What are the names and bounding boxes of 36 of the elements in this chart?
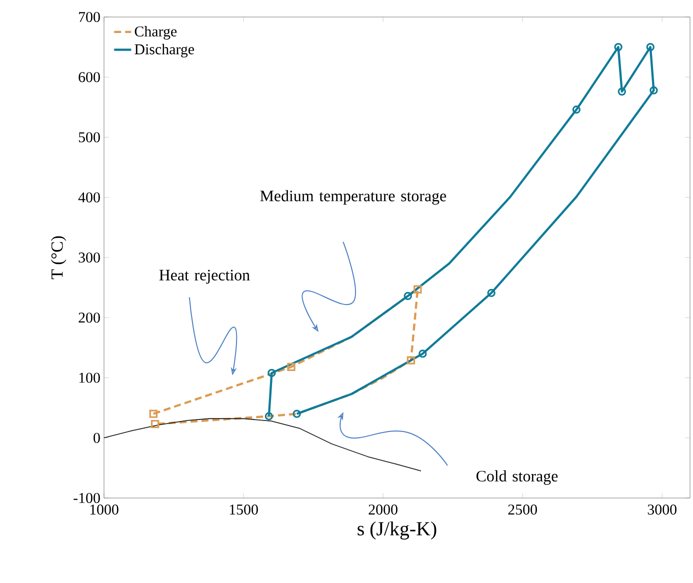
point <box>414 285 422 294</box>
point <box>268 368 276 378</box>
point <box>406 356 416 364</box>
x-tick-label: 2000 <box>368 504 398 515</box>
y-tick-label: 100 <box>79 372 100 383</box>
line-series <box>104 418 422 472</box>
point <box>572 106 581 114</box>
point <box>487 288 496 298</box>
point <box>287 362 296 372</box>
x-tick-label: 1000 <box>90 504 118 515</box>
legend-label: Discharge <box>134 44 194 58</box>
y-tick-label: 700 <box>79 12 100 22</box>
point <box>646 42 654 52</box>
y-axis-title: T (°C) <box>50 236 66 280</box>
y-tick-label: 0 <box>94 432 100 443</box>
point <box>614 42 622 52</box>
y-tick-label: 500 <box>78 132 100 142</box>
point <box>404 292 412 300</box>
point <box>149 410 158 418</box>
x-tick-label: 2500 <box>508 504 537 515</box>
y-tick-label: -100 <box>74 492 100 504</box>
point <box>650 86 658 94</box>
x-tick-label: 1500 <box>230 504 258 515</box>
y-tick-label: 400 <box>78 192 100 202</box>
annotation: Cold storage <box>476 470 558 485</box>
annotation: Medium temperature storage <box>260 190 446 205</box>
y-tick-label: 300 <box>78 252 100 263</box>
y-tick-label: 600 <box>78 72 100 82</box>
point <box>618 87 626 96</box>
y-tick-label: 200 <box>78 312 100 323</box>
x-axis-title: s (J/kg-K) <box>358 521 436 540</box>
legend-label: Charge <box>134 26 177 40</box>
x-tick-label: 3000 <box>648 504 676 515</box>
point <box>150 420 160 428</box>
point <box>418 350 427 358</box>
annotation: Heat rejection <box>159 270 250 284</box>
